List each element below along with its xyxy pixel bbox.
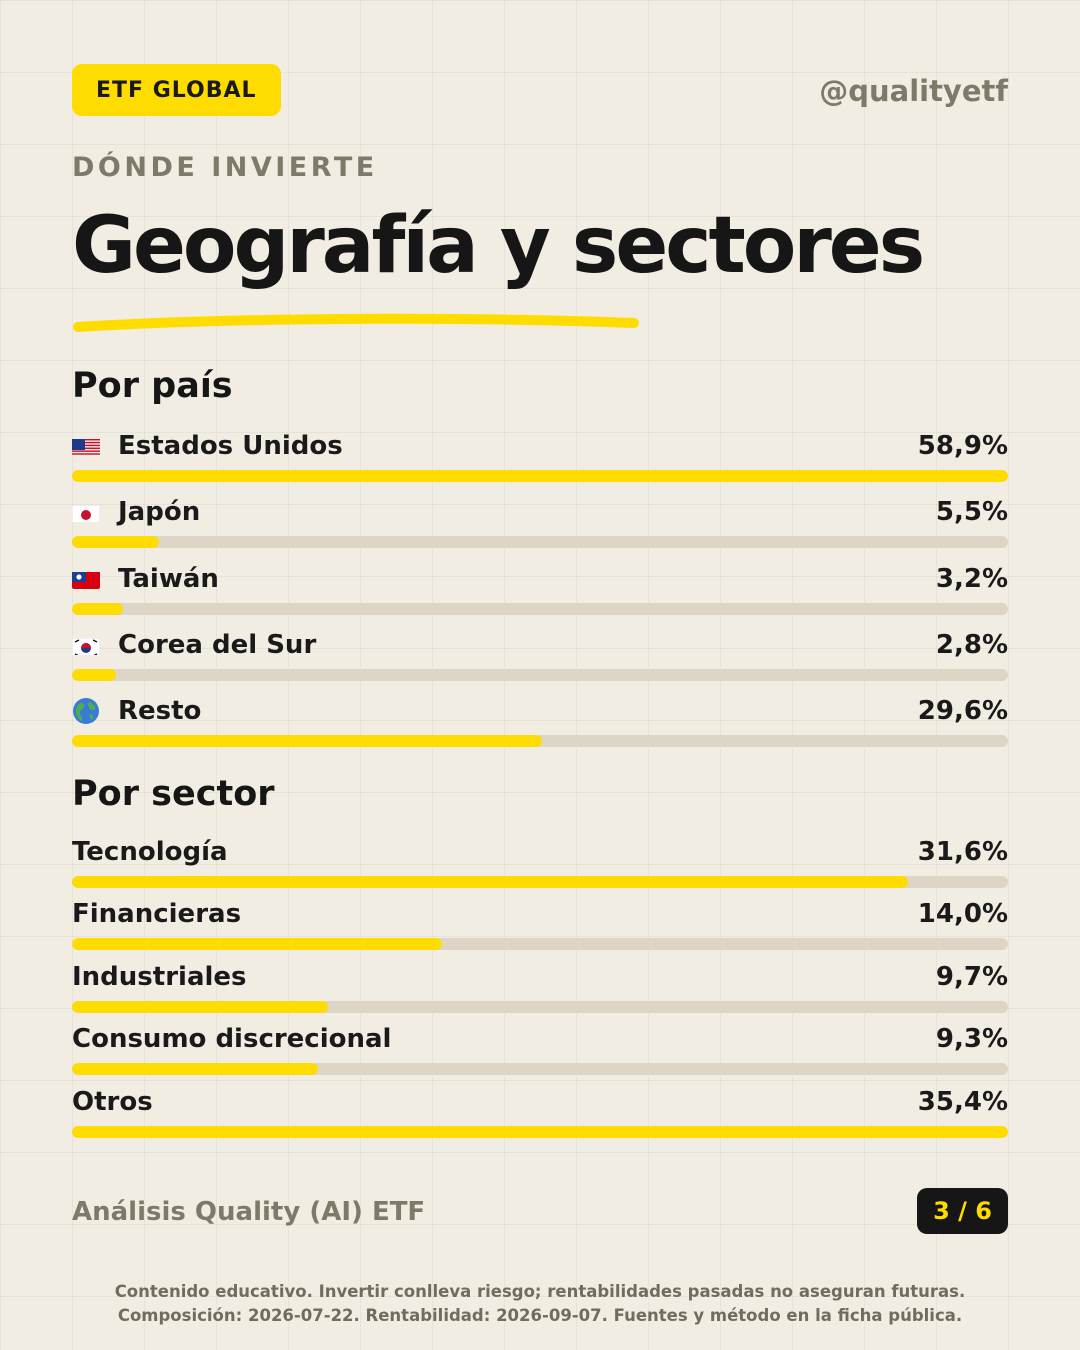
country-row: Resto 29,6%	[72, 691, 1008, 748]
sector-label-group: Tecnología	[72, 837, 228, 867]
sector-row: Consumo discrecional 9,3%	[72, 1019, 1008, 1076]
country-value-label: 29,6%	[917, 696, 1008, 727]
disclaimer-line-2: Composición: 2026-07-22. Rentabilidad: 2…	[117, 1306, 963, 1325]
country-row: Japón 5,5%	[72, 492, 1008, 549]
country-value-label: 2,8%	[935, 629, 1008, 660]
sector-value-label: 35,4%	[917, 1086, 1008, 1117]
sector-bar-track	[72, 1063, 1008, 1076]
sector-bar	[72, 876, 908, 888]
country-bar	[72, 602, 123, 615]
country-label-group: Resto	[72, 696, 201, 726]
sector-bar	[72, 1063, 318, 1076]
country-section-title: Por país	[72, 366, 233, 406]
country-value-label: 3,2%	[935, 563, 1008, 594]
sector-row: Industriales 9,7%	[72, 957, 1008, 1013]
country-bar-track	[72, 602, 1008, 615]
sector-row: Otros 35,4%	[72, 1082, 1008, 1138]
country-label: Corea del Sur	[118, 629, 317, 660]
sector-label-group: Consumo discrecional	[72, 1024, 391, 1054]
country-label-group: Japón	[72, 497, 200, 527]
country-label-group: Taiwán	[72, 564, 219, 594]
country-row: Estados Unidos 58,9%	[72, 426, 1008, 482]
globe-icon	[72, 697, 100, 725]
sector-label-group: Otros	[72, 1087, 153, 1117]
page-title: Geografía y sectores	[72, 201, 925, 291]
country-label-group: Corea del Sur	[72, 630, 316, 660]
sector-bar	[72, 938, 443, 951]
etf-global-badge: ETF GLOBAL	[72, 64, 281, 116]
country-value-label: 58,9%	[917, 431, 1008, 461]
sector-label: Consumo discrecional	[72, 1024, 392, 1055]
sector-value-label: 31,6%	[917, 837, 1008, 867]
flag-us-icon	[72, 436, 100, 456]
sector-bar	[72, 1125, 1008, 1138]
sector-value-label: 14,0%	[917, 899, 1008, 930]
sector-label: Industriales	[72, 961, 247, 992]
sector-section-title: Por sector	[72, 774, 275, 814]
sector-value-label: 9,7%	[935, 961, 1008, 992]
country-bar	[72, 668, 117, 681]
sector-bar	[72, 1000, 329, 1013]
country-value-label: 5,5%	[935, 497, 1008, 528]
disclaimer-line-1: Contenido educativo. Invertir conlleva r…	[114, 1282, 966, 1301]
country-bar-track	[72, 668, 1008, 681]
country-bar-track	[72, 536, 1008, 549]
sector-label-group: Industriales	[72, 962, 247, 992]
page-indicator: 3 / 6	[917, 1188, 1008, 1234]
sector-label-group: Financieras	[72, 899, 241, 929]
sector-row: Tecnología 31,6%	[72, 832, 1008, 888]
sector-label: Financieras	[72, 899, 242, 930]
flag-kr-icon	[72, 635, 100, 655]
sector-bar-track	[72, 938, 1008, 951]
country-label: Taiwán	[118, 563, 219, 594]
country-label-group: Estados Unidos	[72, 431, 343, 461]
flag-tw-icon	[72, 569, 100, 589]
country-bar-track	[72, 470, 1008, 482]
sector-bar-track	[72, 1125, 1008, 1138]
sector-label: Tecnología	[72, 837, 228, 867]
sector-row: Financieras 14,0%	[72, 894, 1008, 951]
country-label: Japón	[118, 497, 201, 528]
country-row: Corea del Sur 2,8%	[72, 625, 1008, 681]
flag-jp-icon	[72, 502, 100, 523]
country-bar-track	[72, 735, 1008, 748]
country-label: Resto	[118, 696, 202, 727]
sector-bar-track	[72, 876, 1008, 888]
sector-value-label: 9,3%	[935, 1024, 1008, 1055]
sector-bar-track	[72, 1000, 1008, 1013]
account-handle: @qualityetf	[819, 74, 1008, 108]
country-row: Taiwán 3,2%	[72, 559, 1008, 615]
country-bar	[72, 735, 543, 748]
title-underline-decoration	[73, 313, 639, 332]
section-kicker: DÓNDE INVIERTE	[72, 152, 378, 183]
sector-label: Otros	[72, 1086, 153, 1117]
country-bar	[72, 470, 1008, 482]
footer-brand: Análisis Quality (AI) ETF	[72, 1197, 426, 1227]
country-label: Estados Unidos	[118, 431, 343, 461]
country-bar	[72, 536, 160, 549]
